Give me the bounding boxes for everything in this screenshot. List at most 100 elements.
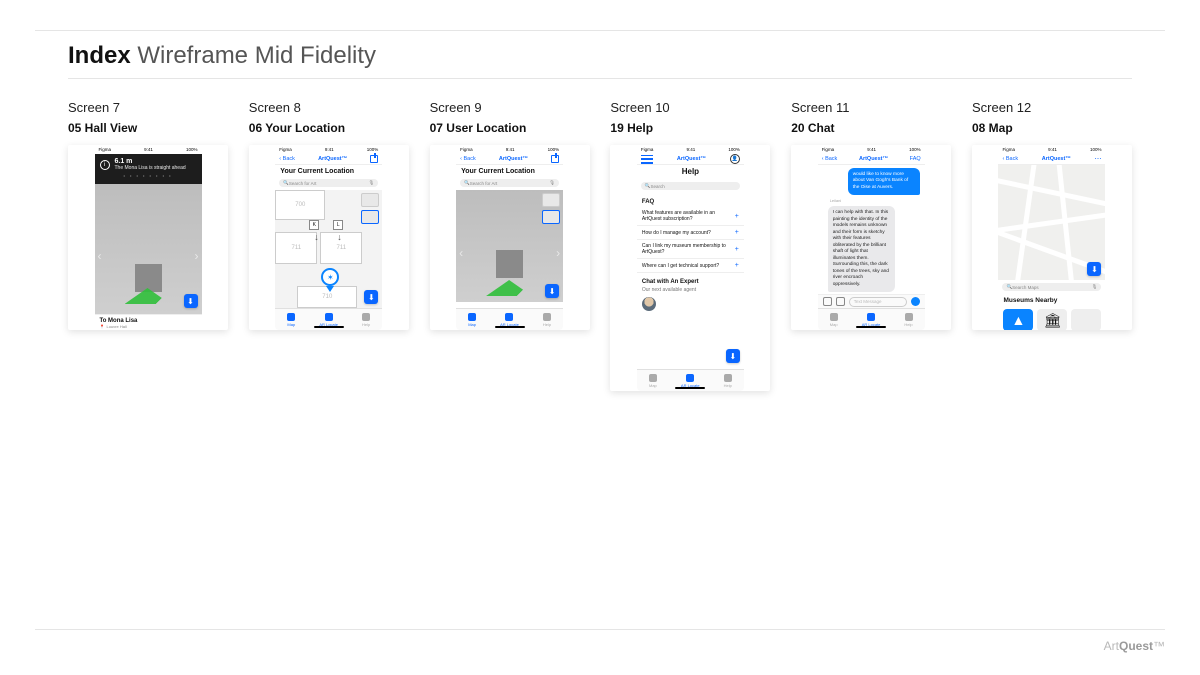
agent-avatar[interactable] [642,297,656,311]
chevron-right-icon[interactable]: › [195,249,199,263]
apps-icon[interactable] [836,297,845,306]
home-indicator [675,387,705,389]
expert-heading: Chat with An Expert [637,273,744,287]
city-map[interactable]: ⬇ [998,165,1105,280]
search-input[interactable]: 🔍 Search for Art🎙 [460,179,559,187]
map-thumbnails [542,193,560,224]
chat-bubble-incoming: I can help with that. In this painting t… [828,206,895,292]
arrow-down-icon: ↓ [337,232,342,242]
expand-icon: + [735,246,739,253]
home-indicator [314,326,344,328]
faq-link[interactable]: FAQ [910,156,921,162]
message-input[interactable]: Text Message [849,297,907,307]
chevron-right-icon[interactable]: › [556,246,560,260]
hall-distance: 6.1 m [115,158,186,165]
phone-user-location: Figma9:41100% ‹ Back ArtQuest™ Your Curr… [456,145,563,330]
back-button[interactable]: ‹ Back [822,156,838,162]
rule-under-title [68,78,1132,79]
share-icon[interactable] [370,155,378,163]
floor-map[interactable]: 700 711 711 710 K L ↓ ↓ ✶ ⬇ [275,190,382,308]
map-thumb-selected[interactable] [542,210,560,224]
screen-name: 05 Hall View [68,121,228,135]
museum-card-orsay[interactable]: 🏛Musée d'Orsay [1037,309,1067,330]
tab-map[interactable]: Map [649,374,657,388]
search-input[interactable]: 🔍 Search for Art🎙 [279,179,378,187]
museums-row[interactable]: ▲Louvre 🏛Musée d'Orsay The Cl [998,305,1105,330]
card-screen-12: Screen 12 08 Map Figma9:41100% ‹ Back Ar… [972,100,1132,575]
faq-item[interactable]: Can I link my museum membership to ArtQu… [637,240,744,259]
chat-bubble-outgoing: would like to know more about Van Gogh's… [848,168,920,195]
search-maps-input[interactable]: 🔍 Search Maps🎙 [1002,283,1101,291]
user-location-pin[interactable]: ✶ [321,268,339,292]
museum-glyph: 🏛 [1037,309,1067,330]
room-700[interactable]: 700 [275,190,325,220]
map-thumb-selected[interactable] [361,210,379,224]
status-bar: Figma9:41100% [275,145,382,154]
help-title: Help [637,165,744,179]
map-thumb[interactable] [361,193,379,207]
phone-chat: Figma9:41100% ‹ Back ArtQuest™ FAQ would… [818,145,925,330]
search-input[interactable]: 🔍 Search [641,182,740,190]
info-icon[interactable]: i [100,160,110,170]
download-badge[interactable]: ⬇ [545,284,559,298]
send-button[interactable] [911,297,920,306]
download-badge[interactable]: ⬇ [364,290,378,304]
hall-door [496,250,523,278]
phone-frame: Figma9:41100% ‹ Back ArtQuest™ FAQ would… [791,145,951,330]
map-thumb[interactable] [542,193,560,207]
camera-icon[interactable] [823,297,832,306]
screen-name: 20 Chat [791,121,951,135]
hall-camera-view[interactable]: ‹ › ⬇ [456,190,563,302]
mic-icon[interactable]: 🎙 [369,180,375,186]
card-screen-8: Screen 8 06 Your Location Figma9:41100% … [249,100,409,575]
room-711a[interactable]: 711 [275,232,317,264]
hamburger-icon[interactable] [641,155,653,164]
elevator-l[interactable]: L [333,220,343,230]
nav-bar: ‹ Back ArtQuest™ [275,154,382,165]
tab-help[interactable]: Help [543,313,551,327]
tab-ar-locate[interactable]: AR Locate [500,313,519,327]
back-button[interactable]: ‹ Back [279,156,295,162]
tab-map[interactable]: Map [287,313,295,327]
mic-icon[interactable]: 🎙 [1092,284,1098,290]
back-button[interactable]: ‹ Back [460,156,476,162]
elevator-k[interactable]: K [309,220,319,230]
phone-frame: Figma9:41100% ‹ Back ArtQuest™ Your Curr… [249,145,409,330]
tab-ar-locate[interactable]: AR Locate [862,313,881,327]
tab-help[interactable]: Help [904,313,912,327]
hall-camera-view[interactable]: ‹ › ⬇ [95,184,202,314]
status-battery: 100% [186,147,198,152]
page-title-bold: Index [68,42,131,69]
screen-number: Screen 7 [68,100,228,115]
share-icon[interactable] [551,155,559,163]
mic-icon[interactable]: 🎙 [549,180,555,186]
tab-help[interactable]: Help [724,374,732,388]
screen-number: Screen 11 [791,100,951,115]
more-icon[interactable]: ⋯ [1094,155,1101,163]
chevron-left-icon[interactable]: ‹ [98,249,102,263]
tab-ar-locate[interactable]: AR Locate [681,374,700,388]
museum-card-more[interactable]: The Cl [1071,309,1101,330]
tab-help[interactable]: Help [362,313,370,327]
faq-item[interactable]: Where can I get technical support?+ [637,259,744,273]
nav-brand: ArtQuest™ [677,156,706,162]
rule-top [35,30,1165,31]
faq-item[interactable]: What features are available in an ArtQue… [637,207,744,226]
page-title: Index Wireframe Mid Fidelity [68,42,376,70]
back-button[interactable]: ‹ Back [1002,156,1018,162]
museum-card-louvre[interactable]: ▲Louvre [1003,309,1033,330]
tab-ar-locate[interactable]: AR Locate [319,313,338,327]
rule-bottom [35,629,1165,630]
nav-bar: ‹ Back ArtQuest™ [456,154,563,165]
download-badge[interactable]: ⬇ [184,294,198,308]
faq-item[interactable]: How do I manage my account?+ [637,226,744,240]
chevron-left-icon[interactable]: ‹ [459,246,463,260]
tab-map[interactable]: Map [830,313,838,327]
download-badge[interactable]: ⬇ [726,349,740,363]
expand-icon: + [735,229,739,236]
tab-map[interactable]: Map [468,313,476,327]
download-badge[interactable]: ⬇ [1087,262,1101,276]
screen-number: Screen 12 [972,100,1132,115]
ar-floor-arrow [486,280,532,296]
profile-icon[interactable]: 👤 [730,154,740,164]
